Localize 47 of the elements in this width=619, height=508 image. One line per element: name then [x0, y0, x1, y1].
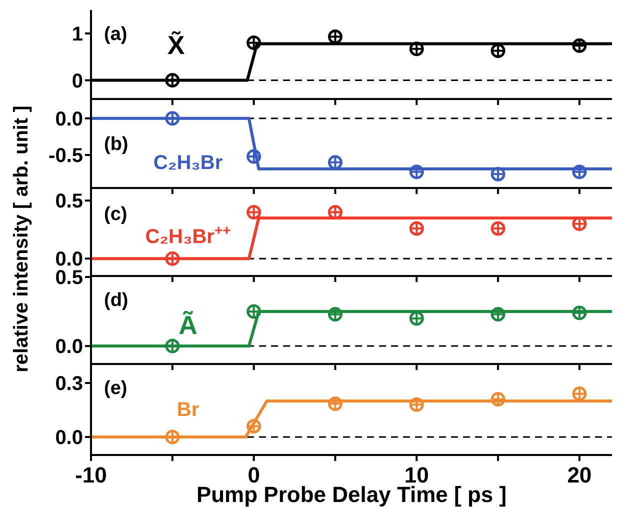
annotation: (b): [104, 134, 128, 155]
point: [328, 29, 342, 44]
point: [328, 307, 342, 322]
point: [246, 204, 262, 220]
point: [165, 430, 180, 444]
y-tick-label: 0.5: [55, 190, 83, 213]
y-axis-title: relative intensity [ arb. unit ]: [10, 106, 34, 372]
annotation: C₂H₃Br$^{++}$: [145, 222, 231, 248]
y-tick-label: 0.0: [55, 427, 83, 450]
annotation: (c): [104, 204, 128, 225]
point: [409, 311, 424, 326]
annotation: C₂H₃Br: [153, 152, 223, 174]
annotation: X̃: [167, 30, 186, 60]
annotation: Ã: [178, 310, 198, 340]
point: [572, 386, 587, 402]
point: [490, 392, 506, 406]
point: [246, 304, 262, 319]
point: [490, 307, 506, 322]
point: [490, 166, 506, 182]
point: [328, 396, 342, 411]
point: [409, 42, 424, 56]
point: [165, 111, 180, 126]
point: [409, 164, 424, 180]
point: [572, 306, 587, 320]
y-tick-label: 0.3: [55, 373, 83, 396]
point: [246, 36, 262, 50]
annotation: Br: [176, 399, 200, 421]
y-tick-label: 1: [72, 24, 83, 46]
point: [490, 221, 506, 236]
x-tick-label: 20: [567, 462, 592, 488]
point: [409, 221, 424, 236]
point: [246, 418, 262, 434]
point: [165, 338, 180, 354]
point: [165, 251, 180, 266]
annotation: (d): [104, 290, 128, 311]
point: [246, 149, 262, 164]
point: [572, 164, 587, 180]
x-tick-label: -10: [75, 462, 107, 488]
y-tick-label: 0.0: [55, 108, 83, 130]
y-tick-label: 0.0: [55, 336, 83, 358]
y-tick-label: 0: [72, 70, 83, 92]
y-tick-label: -0.5: [48, 145, 83, 168]
annotation: (a): [104, 24, 128, 45]
point: [490, 44, 506, 58]
point: [165, 73, 180, 88]
annotation: (e): [104, 378, 128, 399]
point: [572, 38, 587, 53]
